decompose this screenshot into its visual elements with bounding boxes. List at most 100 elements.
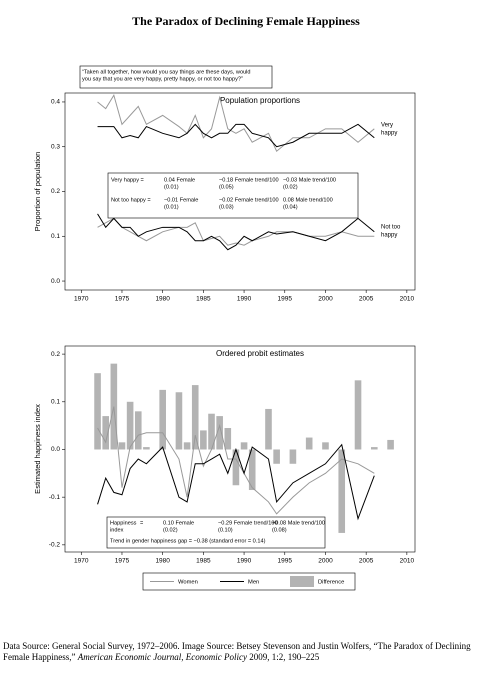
estimate-text: (0.08) xyxy=(272,527,287,533)
estimate-text: (0.10) xyxy=(218,527,233,533)
question-text: “Taken all together, how would you say t… xyxy=(82,69,251,75)
bar xyxy=(248,449,256,491)
estimate-text: −0.02 Female trend/100 xyxy=(219,197,279,203)
footer-text: 2009, 1:2, 190–225 xyxy=(246,652,320,662)
end-label: Very xyxy=(381,123,393,129)
panel-title: Population proportions xyxy=(220,96,300,105)
x-tick-label: 1995 xyxy=(278,296,293,303)
y-tick-label: 0.2 xyxy=(51,188,60,195)
estimate-text: −0.29 Female trend/100 xyxy=(218,520,278,526)
x-tick-label: 1975 xyxy=(115,558,130,565)
footer: Data Source: General Social Survey, 1972… xyxy=(3,641,491,663)
bar xyxy=(143,447,150,450)
end-label: happy xyxy=(381,131,397,137)
estimate-text: −0.01 Female xyxy=(164,197,198,203)
estimate-text: (0.02) xyxy=(283,184,298,190)
y-tick-label: 0.1 xyxy=(51,399,60,406)
x-tick-label: 2000 xyxy=(318,558,333,565)
x-tick-label: 1970 xyxy=(74,296,89,303)
line xyxy=(97,93,375,153)
bar xyxy=(289,449,297,464)
y-tick-label: 0.2 xyxy=(51,351,60,358)
bar xyxy=(273,449,280,464)
gap-note: Trend in gender happiness gap = −0.38 (s… xyxy=(110,538,266,544)
title: The Paradox of Declining Female Happines… xyxy=(132,14,360,28)
estimate-text: (0.04) xyxy=(283,204,298,210)
y-tick-label: 0.3 xyxy=(51,143,60,150)
estimate-text: −0.03 Male trend/100 xyxy=(283,177,336,183)
bar xyxy=(322,442,329,450)
y-tick-label: 0.0 xyxy=(51,446,60,453)
estimates-box xyxy=(107,172,359,219)
bar xyxy=(191,385,199,450)
x-tick-label: 2010 xyxy=(400,558,415,565)
bar xyxy=(371,447,378,450)
x-tick-label: 1980 xyxy=(155,558,170,565)
estimate-text: (0.05) xyxy=(219,184,234,190)
bar xyxy=(183,442,191,450)
line xyxy=(97,443,375,521)
bar xyxy=(159,389,166,450)
estimate-text: Not too happy = xyxy=(111,197,151,203)
estimate-text: +0.08 Male trend/100 xyxy=(272,520,325,526)
legend-label: Women xyxy=(178,580,198,586)
x-tick-label: 2005 xyxy=(359,296,374,303)
y-tick-label: 0.0 xyxy=(51,278,60,285)
x-tick-label: 1985 xyxy=(196,558,211,565)
bar xyxy=(216,416,223,450)
panel-title: Ordered probit estimates xyxy=(216,349,304,358)
line xyxy=(97,213,375,251)
estimate-text: Very happy = xyxy=(111,177,144,183)
question-box xyxy=(79,65,273,89)
x-tick-label: 2000 xyxy=(318,296,333,303)
line xyxy=(97,406,375,515)
x-tick-label: 1985 xyxy=(196,296,211,303)
line xyxy=(97,217,375,246)
estimate-text: 0.10 Female xyxy=(163,520,194,526)
bar xyxy=(240,442,248,450)
estimate-text: −0.18 Female trend/100 xyxy=(219,177,279,183)
x-tick-label: 2010 xyxy=(400,296,415,303)
bar xyxy=(387,439,394,450)
y-tick-label: 0.1 xyxy=(51,233,60,240)
bar xyxy=(200,430,207,450)
bar xyxy=(305,437,313,450)
estimate-text: index xyxy=(110,527,124,533)
x-tick-label: 1980 xyxy=(155,296,170,303)
y-tick-label: 0.4 xyxy=(51,99,60,106)
end-label: Not too xyxy=(381,225,401,231)
legend-swatch xyxy=(290,576,314,587)
end-label: happy xyxy=(381,233,397,239)
x-tick-label: 1995 xyxy=(278,558,293,565)
bar xyxy=(118,442,126,450)
question-text: you say that you are very happy, pretty … xyxy=(82,76,243,82)
estimate-text: (0.03) xyxy=(219,204,234,210)
x-tick-label: 1990 xyxy=(237,296,252,303)
x-tick-label: 1990 xyxy=(237,558,252,565)
y-axis-label: Estimated happiness index xyxy=(33,404,42,494)
estimate-text: (0.01) xyxy=(164,184,179,190)
estimate-text: = xyxy=(140,520,143,526)
bar xyxy=(94,373,101,450)
bar xyxy=(232,449,240,486)
bar xyxy=(208,413,215,450)
y-tick-label: -0.2 xyxy=(49,542,61,549)
estimate-text: (0.02) xyxy=(163,527,178,533)
estimate-text: 0.04 Female xyxy=(164,177,195,183)
estimate-text: Happiness xyxy=(110,520,137,526)
bar xyxy=(354,380,362,450)
y-tick-label: -0.1 xyxy=(49,494,61,501)
bar xyxy=(338,449,346,533)
bar xyxy=(224,428,232,450)
bar xyxy=(134,411,142,450)
bar xyxy=(102,416,109,450)
legend-label: Difference xyxy=(318,580,344,586)
x-tick-label: 1970 xyxy=(74,558,89,565)
plot-frame xyxy=(64,345,416,553)
x-tick-label: 1975 xyxy=(115,296,130,303)
line xyxy=(97,123,375,148)
bar xyxy=(265,408,272,450)
bar xyxy=(126,401,134,450)
